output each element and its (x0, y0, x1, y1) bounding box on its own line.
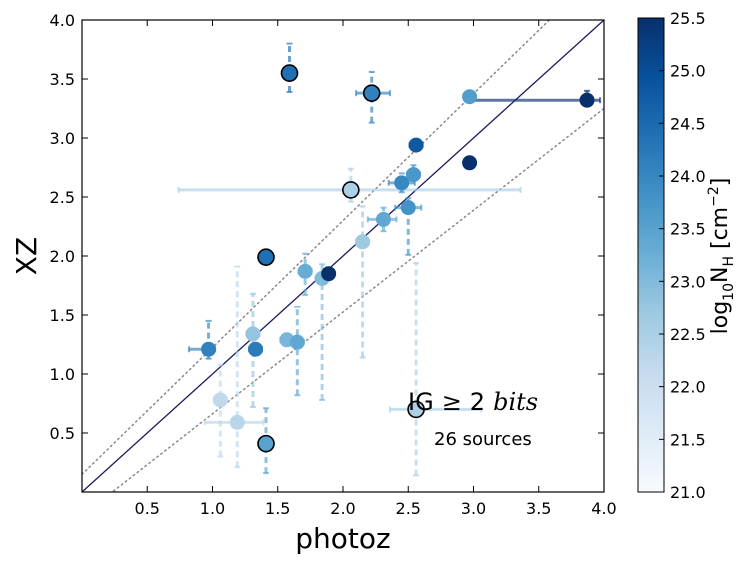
ig-annotation-ig: IG (408, 388, 434, 416)
cbar-label-close: ] (708, 178, 733, 187)
x-axis-ticks: 0.5 1.0 1.5 2.0 2.5 3.0 3.5 4.0 (135, 20, 617, 518)
data-point (201, 341, 217, 357)
x-tick-label: 4.0 (591, 499, 616, 518)
cbar-tick-label: 22.5 (670, 325, 706, 344)
cbar-tick-label: 25.5 (670, 9, 706, 28)
cbar-tick-label: 25.0 (670, 62, 706, 81)
outlier-point (407, 400, 425, 419)
y-tick-label: 3.0 (50, 129, 75, 148)
outlier-point (257, 434, 275, 453)
data-point (375, 211, 391, 227)
source-count: 26 sources (434, 429, 532, 450)
ig-annotation-num: 2 (470, 388, 485, 416)
ig-annotation-unit: bits (493, 388, 538, 416)
lower-bound-line (111, 107, 604, 492)
data-point (297, 263, 313, 279)
data-point (248, 341, 264, 357)
data-point (462, 155, 478, 171)
data-point (321, 266, 337, 282)
data-point (400, 200, 416, 216)
data-points (201, 64, 595, 453)
y-tick-label: 4.0 (50, 11, 75, 30)
data-point (405, 167, 421, 183)
outlier-point (362, 84, 381, 102)
cbar-tick-label: 23.0 (670, 272, 706, 291)
y-tick-label: 1.5 (50, 306, 75, 325)
cbar-label-log: log (708, 301, 733, 335)
data-point (462, 89, 478, 105)
cbar-tick-label: 24.5 (670, 114, 706, 133)
x-tick-label: 2.5 (396, 499, 421, 518)
x-tick-label: 1.0 (200, 499, 225, 518)
cbar-tick-label: 21.0 (670, 483, 706, 502)
data-point (212, 392, 228, 408)
outlier-point (342, 181, 360, 199)
x-tick-label: 1.5 (265, 499, 290, 518)
cbar-tick-label: 24.0 (670, 167, 706, 186)
y-tick-label: 2.0 (50, 247, 75, 266)
data-point (229, 414, 245, 430)
y-tick-label: 3.5 (50, 70, 75, 89)
colorbar (637, 17, 665, 493)
y-tick-label: 0.5 (50, 424, 75, 443)
y-axis-label: XZ (10, 237, 43, 275)
outlier-point (257, 248, 275, 266)
x-tick-label: 0.5 (135, 499, 160, 518)
y-tick-label: 2.5 (50, 188, 75, 207)
cbar-tick-label: 21.5 (670, 430, 706, 449)
cbar-label-unit: [cm (708, 207, 733, 256)
colorbar-label: log10NH [cm−2] (706, 178, 737, 335)
data-point (289, 334, 305, 350)
data-point (579, 92, 595, 108)
data-point (245, 326, 261, 342)
guide-lines (82, 20, 604, 492)
data-point (355, 234, 371, 250)
cbar-label-sub10: 10 (721, 283, 737, 301)
y-axis-ticks: 0.5 1.0 1.5 2.0 2.5 3.0 3.5 4.0 (50, 11, 604, 443)
cbar-label-subh: H (721, 256, 737, 267)
cbar-tick-label: 23.5 (670, 220, 706, 239)
x-tick-label: 2.0 (330, 499, 355, 518)
colorbar-ticks: 21.0 21.5 22.0 22.5 23.0 23.5 24.0 24.5 25.0 25.5 (659, 9, 706, 502)
outlier-point (280, 64, 299, 82)
data-point (408, 137, 424, 153)
y-tick-label: 1.0 (50, 365, 75, 384)
cbar-label-exp: −2 (706, 186, 722, 207)
cbar-tick-label: 22.0 (670, 378, 706, 397)
upper-bound-line (82, 20, 551, 476)
x-tick-label: 3.0 (461, 499, 486, 518)
data-point (394, 175, 410, 191)
x-axis-label: photoz (295, 522, 390, 555)
cbar-label-n: N (708, 267, 733, 283)
ig-annotation-geq: ≥ (442, 388, 462, 416)
one-to-one-line (82, 20, 604, 492)
x-tick-label: 3.5 (526, 499, 551, 518)
ig-annotation: IG ≥2 bits (408, 388, 538, 416)
